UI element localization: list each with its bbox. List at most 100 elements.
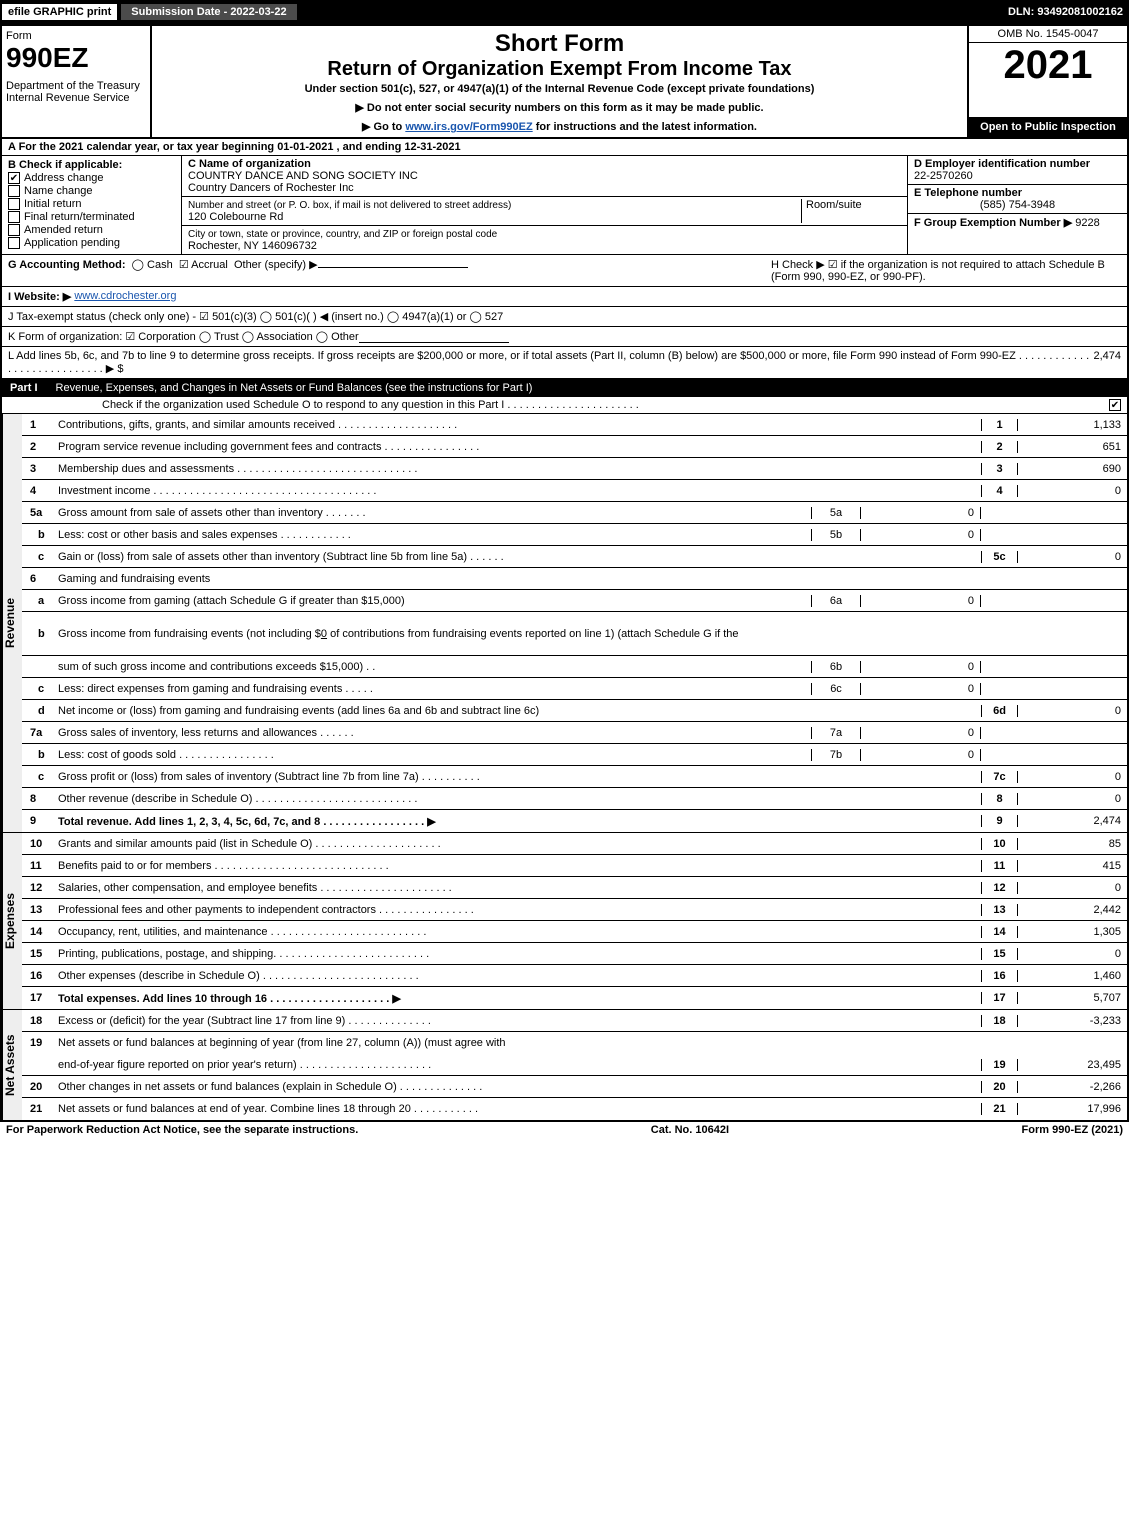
l-val: 2,474 — [1093, 350, 1121, 375]
efile-print-label[interactable]: efile GRAPHIC print — [0, 2, 119, 22]
ln18-rn: 18 — [981, 1015, 1017, 1027]
ln6a-sc: 6a — [811, 595, 861, 607]
section-c-org: C Name of organization COUNTRY DANCE AND… — [182, 156, 907, 254]
cb-initial-return[interactable]: Initial return — [8, 198, 175, 210]
ln6b-sv: 0 — [861, 661, 981, 673]
expenses-section: Expenses 10Grants and similar amounts pa… — [2, 833, 1127, 1010]
ln6c-num: c — [22, 683, 54, 695]
cb-name-change[interactable]: Name change — [8, 185, 175, 197]
ln8-val: 0 — [1017, 793, 1127, 805]
ln14-val: 1,305 — [1017, 926, 1127, 938]
ln9-rn: 9 — [981, 815, 1017, 827]
top-bar: efile GRAPHIC print Submission Date - 20… — [0, 0, 1129, 24]
ln13-rn: 13 — [981, 904, 1017, 916]
ln7c-desc: Gross profit or (loss) from sales of inv… — [54, 769, 981, 785]
ln19-rn: 19 — [981, 1059, 1017, 1071]
row-a-calendar-year: A For the 2021 calendar year, or tax yea… — [2, 139, 1127, 156]
j-text: J Tax-exempt status (check only one) - ☑… — [8, 310, 503, 323]
ln6b-desc: Gross income from fundraising events (no… — [54, 626, 981, 642]
ln9-num: 9 — [22, 815, 54, 827]
cb-amended-return[interactable]: Amended return — [8, 224, 175, 236]
website-link[interactable]: www.cdrochester.org — [74, 290, 176, 303]
checkO-box[interactable]: ✔ — [1109, 399, 1121, 411]
g-cash[interactable]: Cash — [147, 259, 173, 271]
h-label: H Check ▶ — [771, 259, 825, 271]
ln13-desc: Professional fees and other payments to … — [54, 902, 981, 918]
revenue-section: Revenue 1Contributions, gifts, grants, a… — [2, 414, 1127, 833]
irs-link[interactable]: www.irs.gov/Form990EZ — [405, 121, 532, 133]
g-label: G Accounting Method: — [8, 259, 126, 271]
city-label: City or town, state or province, country… — [188, 229, 497, 240]
cb-application-pending[interactable]: Application pending — [8, 237, 175, 249]
ln15-desc: Printing, publications, postage, and shi… — [54, 946, 981, 962]
ein: 22-2570260 — [914, 170, 973, 182]
ln6b-sc: 6b — [811, 661, 861, 673]
ln5c-num: c — [22, 551, 54, 563]
ln6d-val: 0 — [1017, 705, 1127, 717]
org-name-2: Country Dancers of Rochester Inc — [188, 182, 354, 194]
goto-link-line: ▶ Go to www.irs.gov/Form990EZ for instru… — [156, 120, 963, 133]
ln14-desc: Occupancy, rent, utilities, and maintena… — [54, 924, 981, 940]
ln19-num: 19 — [22, 1037, 54, 1049]
cb-final-return[interactable]: Final return/terminated — [8, 211, 175, 223]
ssn-warning: ▶ Do not enter social security numbers o… — [156, 101, 963, 114]
ln19-val: 23,495 — [1017, 1059, 1127, 1071]
ln3-rn: 3 — [981, 463, 1017, 475]
dln: DLN: 93492081002162 — [1008, 6, 1129, 18]
ln11-val: 415 — [1017, 860, 1127, 872]
ln10-rn: 10 — [981, 838, 1017, 850]
ln11-num: 11 — [22, 860, 54, 872]
ln17-val: 5,707 — [1017, 992, 1127, 1004]
f-label: F Group Exemption Number ▶ — [914, 217, 1075, 229]
ln7a-desc: Gross sales of inventory, less returns a… — [54, 725, 811, 741]
ln6d-rn: 6d — [981, 705, 1017, 717]
ln1-num: 1 — [22, 419, 54, 431]
ln15-rn: 15 — [981, 948, 1017, 960]
row-j-tax-exempt: J Tax-exempt status (check only one) - ☑… — [2, 307, 1127, 327]
ln1-rn: 1 — [981, 419, 1017, 431]
ln7b-sv: 0 — [861, 749, 981, 761]
ln14-rn: 14 — [981, 926, 1017, 938]
b-label: B Check if applicable: — [8, 159, 175, 171]
ln14-num: 14 — [22, 926, 54, 938]
ln2-num: 2 — [22, 441, 54, 453]
telephone: (585) 754-3948 — [914, 199, 1121, 211]
ln3-desc: Membership dues and assessments . . . . … — [54, 461, 981, 477]
ln8-num: 8 — [22, 793, 54, 805]
ln16-rn: 16 — [981, 970, 1017, 982]
ln7b-desc: Less: cost of goods sold . . . . . . . .… — [54, 747, 811, 763]
g-accrual[interactable]: Accrual — [191, 259, 228, 271]
ln5c-rn: 5c — [981, 551, 1017, 563]
ln5c-desc: Gain or (loss) from sale of assets other… — [54, 549, 981, 565]
omb-number: OMB No. 1545-0047 — [969, 26, 1127, 43]
section-b-checkboxes: B Check if applicable: ✔Address change N… — [2, 156, 182, 254]
ln6d-desc: Net income or (loss) from gaming and fun… — [54, 703, 981, 719]
row-l-gross-receipts: L Add lines 5b, 6c, and 7b to line 9 to … — [2, 347, 1127, 379]
g-other[interactable]: Other (specify) ▶ — [234, 259, 318, 271]
ln3-num: 3 — [22, 463, 54, 475]
checkO-text: Check if the organization used Schedule … — [102, 399, 639, 411]
form-ref: Form 990-EZ (2021) — [1022, 1124, 1123, 1136]
ln5b-num: b — [22, 529, 54, 541]
ln18-val: -3,233 — [1017, 1015, 1127, 1027]
section-def: D Employer identification number 22-2570… — [907, 156, 1127, 254]
ln13-num: 13 — [22, 904, 54, 916]
room-suite: Room/suite — [801, 199, 901, 223]
ln19-desc2: end-of-year figure reported on prior yea… — [54, 1057, 981, 1073]
ln7b-sc: 7b — [811, 749, 861, 761]
tax-year: 2021 — [969, 43, 1127, 88]
cb-address-change[interactable]: ✔Address change — [8, 172, 175, 184]
ln5b-desc: Less: cost or other basis and sales expe… — [54, 527, 811, 543]
part1-header: Part I Revenue, Expenses, and Changes in… — [2, 379, 1127, 397]
ln17-rn: 17 — [981, 992, 1017, 1004]
ln21-desc: Net assets or fund balances at end of ye… — [54, 1101, 981, 1117]
header-left: Form 990EZ Department of the Treasury In… — [2, 26, 152, 137]
ln6d-num: d — [22, 705, 54, 717]
form-number: 990EZ — [6, 42, 146, 74]
ln6c-sc: 6c — [811, 683, 861, 695]
ln7c-num: c — [22, 771, 54, 783]
ln17-num: 17 — [22, 992, 54, 1004]
form-subtitle: Under section 501(c), 527, or 4947(a)(1)… — [156, 83, 963, 95]
ln15-val: 0 — [1017, 948, 1127, 960]
ln6a-desc: Gross income from gaming (attach Schedul… — [54, 593, 811, 609]
